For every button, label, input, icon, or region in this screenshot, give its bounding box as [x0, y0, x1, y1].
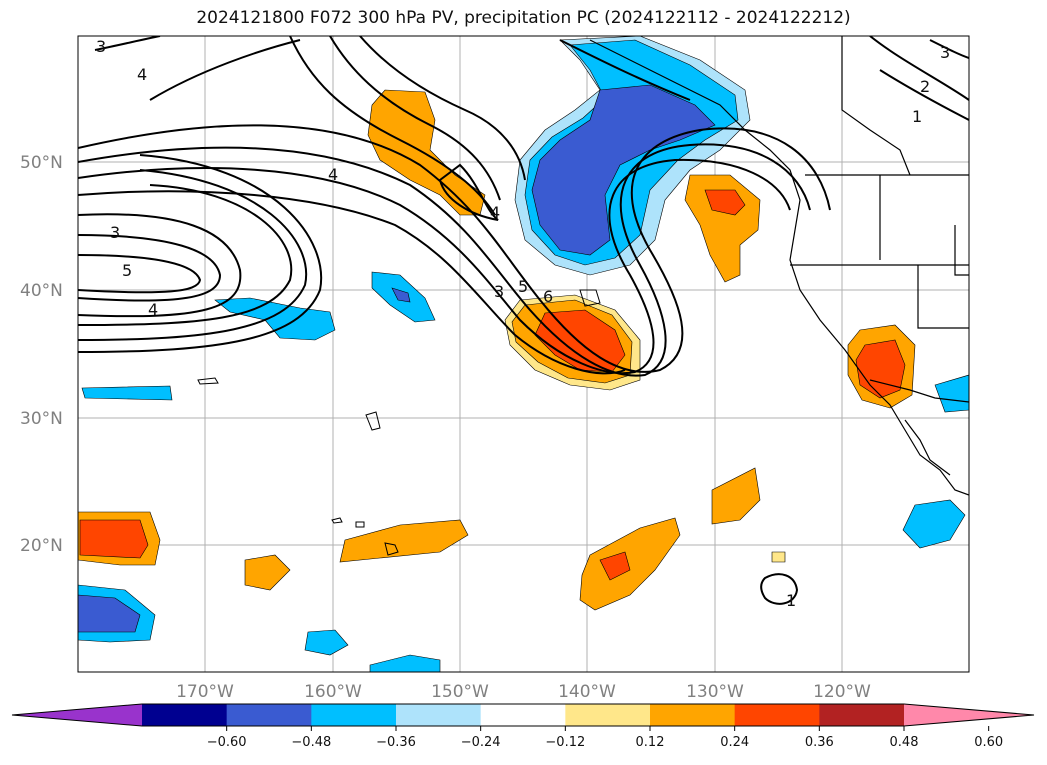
lon-tick-label: 170°W	[176, 682, 234, 702]
lon-tick-label: 130°W	[686, 682, 744, 702]
lat-tick-label: 40°N	[20, 281, 63, 301]
colorbar-tick-label: −0.12	[545, 735, 585, 750]
colorbar	[11, 703, 1035, 727]
positive-precip-region	[771, 551, 786, 563]
colorbar-extend-min	[12, 704, 142, 726]
latitude-labels: 50°N 40°N 30°N 20°N	[20, 153, 63, 556]
contour-label: 3	[494, 282, 504, 301]
contour-label: 1	[786, 591, 796, 610]
lon-tick-label: 160°W	[304, 682, 362, 702]
positive-precip-region	[367, 89, 486, 216]
lat-tick-label: 30°N	[20, 409, 63, 429]
longitude-labels: 170°W 160°W 150°W 140°W 130°W 120°W	[176, 682, 871, 702]
positive-precip-region	[339, 519, 469, 563]
colorbar-tick-label: 0.12	[636, 735, 665, 750]
colorbar-tick-label: −0.36	[376, 735, 416, 750]
colorbar-tick-label: −0.48	[291, 735, 331, 750]
negative-precip-region	[78, 594, 141, 633]
colorbar-box	[650, 704, 736, 726]
negative-precip-region	[369, 654, 441, 672]
contour-label: 5	[518, 277, 528, 296]
colorbar-box	[565, 704, 651, 726]
colorbar-box	[396, 704, 482, 726]
negative-precip-region	[81, 385, 173, 401]
contour-label: 4	[148, 300, 158, 319]
coastlines	[589, 36, 969, 496]
contour-label: 3	[96, 37, 106, 56]
positive-precip-region	[579, 517, 681, 611]
pv-contours	[78, 36, 969, 605]
positive-precip-region	[244, 554, 291, 591]
lon-tick-label: 150°W	[431, 682, 489, 702]
colorbar-box	[480, 704, 566, 726]
contour-label: 6	[543, 287, 553, 306]
positive-precip-region	[711, 467, 761, 525]
colorbar-box	[819, 704, 905, 726]
colorbar-tick-label: −0.24	[461, 735, 501, 750]
pv-contour-labels: 3 4 4 3 5 4 4 3 5 6 1 2 3 1	[96, 37, 950, 610]
positive-precip-region	[704, 189, 746, 216]
negative-precip-region	[902, 499, 966, 549]
colorbar-box	[734, 704, 820, 726]
contour-label: 4	[137, 65, 147, 84]
plot-frame	[77, 35, 970, 673]
colorbar-box	[311, 704, 397, 726]
negative-precip-region	[391, 287, 411, 303]
map-title: 2024121800 F072 300 hPa PV, precipitatio…	[196, 8, 851, 28]
colorbar-box	[142, 704, 228, 726]
lat-tick-label: 50°N	[20, 153, 63, 173]
lon-tick-label: 120°W	[813, 682, 871, 702]
colorbar-tick-label: −0.60	[207, 735, 247, 750]
lon-tick-label: 140°W	[558, 682, 616, 702]
contour-label: 1	[912, 107, 922, 126]
lat-tick-label: 20°N	[20, 536, 63, 556]
negative-precip-region	[934, 374, 969, 413]
contour-label: 4	[490, 203, 500, 222]
colorbar-box	[226, 704, 312, 726]
colorbar-tick-label: 0.60	[974, 735, 1003, 750]
colorbar-tick-label: 0.24	[720, 735, 749, 750]
contour-label: 4	[328, 165, 338, 184]
colorbar-extend-max	[904, 704, 1034, 726]
negative-precip-region	[304, 629, 349, 656]
contour-label: 3	[940, 43, 950, 62]
islands	[197, 289, 601, 556]
positive-precip-region	[599, 551, 631, 581]
positive-precip-region	[79, 519, 149, 559]
negative-precip-region	[531, 84, 716, 256]
contour-label: 5	[122, 261, 132, 280]
negative-precip-region	[214, 297, 336, 341]
colorbar-outline	[11, 703, 1035, 727]
colorbar-tick-label: 0.48	[890, 735, 919, 750]
colorbar-tick-label: 0.36	[805, 735, 834, 750]
contour-label: 2	[920, 77, 930, 96]
contour-label: 3	[110, 223, 120, 242]
colorbar-labels: −0.60 −0.48 −0.36 −0.24 −0.12 0.12 0.24 0.36 0.4…	[207, 726, 1003, 750]
